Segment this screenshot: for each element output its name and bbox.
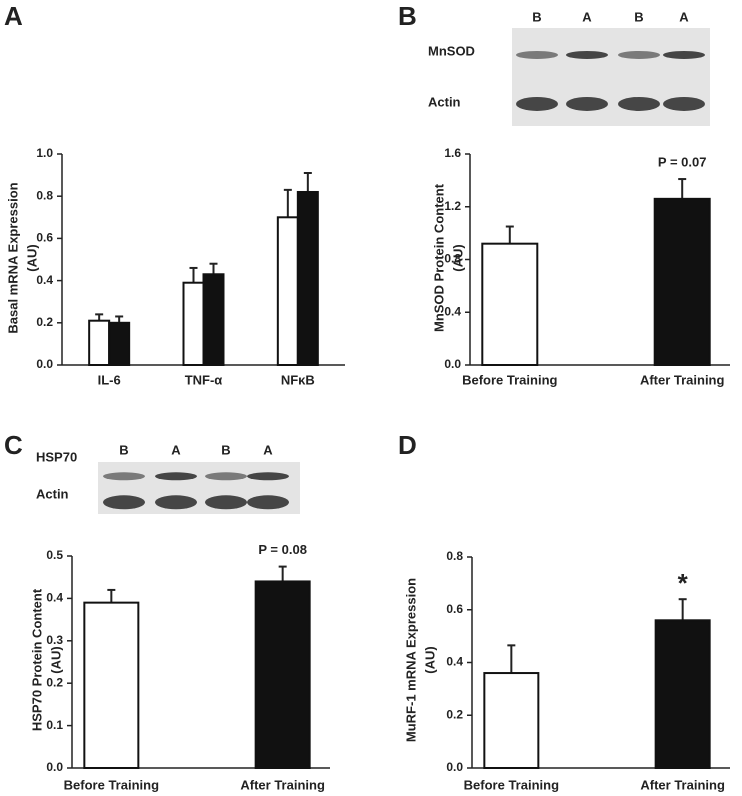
- y-tick-label: 0.5: [46, 548, 63, 562]
- y-tick-label: 0.0: [446, 760, 463, 774]
- y-tick-label: 1.6: [444, 146, 461, 160]
- blot-lane-label: A: [679, 9, 689, 24]
- y-tick-label: 0.4: [446, 655, 463, 669]
- y-tick-label: 0.2: [46, 675, 63, 689]
- bar: [182, 281, 205, 366]
- blot-lane-label: B: [119, 442, 128, 457]
- bar: [88, 319, 111, 367]
- y-axis-label: HSP70 Protein Content: [29, 588, 44, 731]
- panel-letter: C: [4, 430, 23, 460]
- y-tick-label: 1.0: [36, 146, 53, 160]
- bar: [654, 619, 711, 769]
- x-tick-label: IL-6: [98, 372, 121, 387]
- panel-letter: D: [398, 430, 417, 460]
- y-tick-label: 0.2: [36, 315, 53, 329]
- y-axis-label: (AU): [422, 646, 437, 673]
- blot-band: [566, 96, 608, 111]
- blot-lane-label: B: [634, 9, 643, 24]
- y-tick-label: 0.0: [36, 357, 53, 371]
- y-tick-label: 0.2: [446, 707, 463, 721]
- y-tick-label: 0.0: [46, 760, 63, 774]
- blot-band: [516, 50, 558, 59]
- y-tick-label: 0.4: [36, 273, 53, 287]
- y-tick-label: 0.8: [36, 188, 53, 202]
- y-axis-label: MuRF-1 mRNA Expression: [403, 578, 418, 742]
- blot-band: [155, 472, 197, 481]
- bar: [108, 321, 131, 366]
- blot-lane-label: B: [221, 442, 230, 457]
- y-axis-label: (AU): [450, 244, 465, 271]
- bar: [276, 216, 299, 366]
- bar: [202, 273, 225, 366]
- panel-letter: A: [4, 1, 23, 31]
- blot-band: [247, 472, 289, 481]
- y-tick-label: 0.4: [444, 304, 461, 318]
- blot-band: [205, 495, 247, 510]
- panel-letter: B: [398, 1, 417, 31]
- y-tick-label: 0.8: [444, 252, 461, 266]
- blot-band: [566, 50, 608, 59]
- y-axis-label: Basal mRNA Expression: [5, 182, 20, 333]
- blot-lane-label: A: [263, 442, 273, 457]
- y-axis-label: (AU): [48, 646, 63, 673]
- blot-band: [103, 472, 145, 481]
- y-tick-label: 0.1: [46, 718, 63, 732]
- bar: [254, 580, 311, 769]
- bar: [483, 672, 540, 769]
- blot-row-label: MnSOD: [428, 43, 475, 58]
- y-tick-label: 0.3: [46, 633, 63, 647]
- blot-band: [205, 472, 247, 481]
- bar: [481, 242, 539, 366]
- x-tick-label: Before Training: [64, 777, 159, 792]
- x-tick-label: After Training: [640, 777, 725, 792]
- annotation: P = 0.07: [658, 154, 707, 169]
- y-tick-label: 0.6: [36, 231, 53, 245]
- x-tick-label: Before Training: [464, 777, 559, 792]
- bar: [653, 197, 711, 366]
- blot-lane-label: A: [171, 442, 181, 457]
- annotation: *: [678, 568, 689, 598]
- y-tick-label: 0.6: [446, 602, 463, 616]
- blot-band: [618, 50, 660, 59]
- blot-background: [512, 28, 710, 126]
- blot-band: [663, 96, 705, 111]
- x-tick-label: TNF-α: [185, 372, 223, 387]
- blot-band: [663, 50, 705, 59]
- blot-band: [103, 495, 145, 510]
- y-axis-label: MnSOD Protein Content: [431, 183, 446, 332]
- blot-row-label: Actin: [36, 486, 69, 501]
- y-axis-label: (AU): [24, 244, 39, 271]
- x-tick-label: NFκB: [281, 372, 315, 387]
- blot-lane-label: A: [582, 9, 592, 24]
- annotation: P = 0.08: [258, 542, 307, 557]
- x-tick-label: Before Training: [462, 372, 557, 387]
- x-tick-label: After Training: [640, 372, 725, 387]
- blot-row-label: Actin: [428, 94, 461, 109]
- y-tick-label: 0.4: [46, 591, 63, 605]
- bar: [296, 190, 319, 366]
- blot-lane-label: B: [532, 9, 541, 24]
- y-tick-label: 0.0: [444, 357, 461, 371]
- blot-band: [155, 495, 197, 510]
- blot-band: [247, 495, 289, 510]
- blot-band: [516, 96, 558, 111]
- y-tick-label: 0.8: [446, 549, 463, 563]
- bar: [83, 601, 140, 770]
- blot-row-label: HSP70: [36, 449, 77, 464]
- x-tick-label: After Training: [240, 777, 325, 792]
- y-tick-label: 1.2: [444, 199, 461, 213]
- blot-band: [618, 96, 660, 111]
